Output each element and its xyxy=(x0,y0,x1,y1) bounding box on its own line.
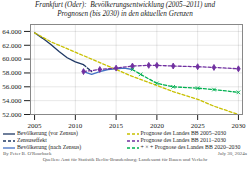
svg-text:2015: 2015 xyxy=(109,123,124,131)
svg-text:56.000: 56.000 xyxy=(2,83,22,91)
html-text:+ × + Prognose des Landes BB 2: + × + Prognose des Landes BB 2020–2030 xyxy=(140,144,241,151)
svg-text:54.000: 54.000 xyxy=(2,97,22,105)
svg-text:2005: 2005 xyxy=(28,123,43,131)
svg-text:52.000: 52.000 xyxy=(2,111,22,119)
html-text:Prognose des Landes BB 2005–20: Prognose des Landes BB 2005–2030 xyxy=(140,130,227,137)
html-text:Quellen: Amt für Statistik Ber: Quellen: Amt für Statistik Berlin-Brande… xyxy=(42,157,208,163)
svg-text:2030: 2030 xyxy=(231,123,246,131)
svg-text:2020: 2020 xyxy=(150,123,165,131)
html-text:Prognose des Landes BB 2011–20: Prognose des Landes BB 2011–2030 xyxy=(140,137,226,144)
html-text:Bevölkerung (vor Zensus): Bevölkerung (vor Zensus) xyxy=(17,130,78,137)
svg-text:58.000: 58.000 xyxy=(2,69,22,77)
svg-text:2025: 2025 xyxy=(191,123,206,131)
html-text:July 30, 2024a: July 30, 2024a xyxy=(217,151,247,157)
html-text:By Peter B. O'Rourback: By Peter B. O'Rourback xyxy=(3,151,52,157)
svg-text:2010: 2010 xyxy=(68,123,83,131)
svg-text:64.000: 64.000 xyxy=(2,28,22,36)
html-text:Frankfurt (Oder): Bevölkerungs: Frankfurt (Oder): Bevölkerungsentwicklun… xyxy=(34,1,216,18)
svg-text:60.000: 60.000 xyxy=(2,56,22,64)
svg-text:62.000: 62.000 xyxy=(2,42,22,50)
html-text:Bevölkerung (nach Zensus): Bevölkerung (nach Zensus) xyxy=(17,144,82,151)
html-text:Zensuseffekt: Zensuseffekt xyxy=(17,137,47,144)
